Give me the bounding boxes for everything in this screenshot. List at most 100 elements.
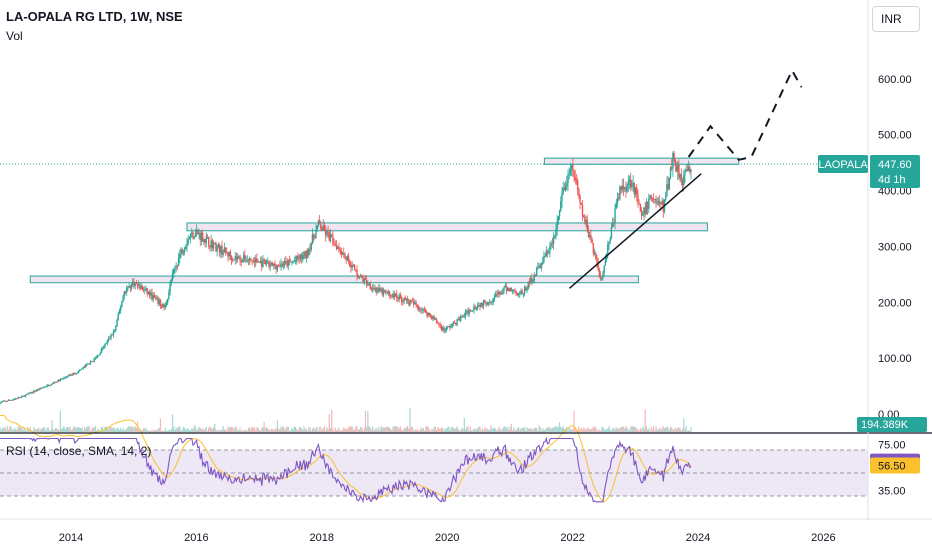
- volume-bar: [633, 426, 635, 432]
- volume-bar: [95, 430, 98, 432]
- volume-bar: [327, 429, 329, 432]
- volume-bar: [319, 426, 321, 432]
- volume-bar: [438, 428, 440, 432]
- zone-rect-1[interactable]: [29, 275, 639, 284]
- candle-body: [209, 245, 211, 248]
- candle-body: [529, 278, 532, 283]
- candle-body: [667, 184, 669, 190]
- candle-body: [34, 390, 36, 392]
- candle-body: [205, 236, 207, 243]
- volume-bar: [609, 429, 611, 432]
- volume-bar: [177, 426, 180, 432]
- drawings[interactable]: [0, 68, 868, 289]
- candle-body: [672, 153, 674, 169]
- candle-body: [420, 308, 422, 311]
- volume-bar: [413, 430, 415, 432]
- candle-body: [632, 182, 634, 185]
- volume-bar: [410, 426, 412, 432]
- volume-bar: [118, 429, 121, 432]
- volume-bar: [405, 427, 408, 432]
- volume-bar: [10, 426, 12, 432]
- volume-bar: [56, 428, 58, 432]
- volume-bar: [403, 428, 405, 432]
- volume-bar: [9, 426, 11, 432]
- candle-body: [628, 179, 631, 182]
- candle-body: [88, 363, 91, 365]
- volume-bar: [47, 427, 49, 432]
- volume-bar: [293, 426, 295, 432]
- zone-rect-3[interactable]: [543, 157, 740, 165]
- volume-bar: [562, 426, 564, 432]
- candle-body: [604, 259, 607, 266]
- candle-body: [146, 288, 148, 294]
- candle-body: [509, 288, 511, 292]
- volume-bar: [238, 430, 240, 432]
- volume-bar: [332, 428, 334, 432]
- volume-bar: [590, 429, 592, 432]
- currency-button[interactable]: INR: [872, 6, 920, 32]
- volume-bar: [259, 430, 262, 432]
- candle-body: [610, 226, 613, 239]
- candle-body: [405, 298, 408, 300]
- volume-bar: [329, 427, 332, 432]
- volume-bar: [124, 430, 127, 432]
- volume-bar: [245, 429, 247, 432]
- candle-body: [347, 256, 350, 261]
- volume-bar: [569, 429, 572, 432]
- candle-body: [438, 323, 440, 325]
- candle-body: [671, 167, 673, 169]
- volume-bar: [240, 430, 242, 432]
- candle-body: [197, 230, 199, 235]
- volume-bar: [331, 409, 333, 432]
- volume-bar: [296, 429, 298, 432]
- trendline[interactable]: [568, 173, 702, 289]
- candle-body: [151, 292, 153, 300]
- candle-body: [573, 170, 575, 178]
- projection-path[interactable]: [687, 68, 803, 161]
- zone-rect-2[interactable]: [186, 222, 708, 232]
- volume-bar: [218, 430, 221, 432]
- volume-bar: [684, 429, 686, 432]
- volume-bar: [497, 428, 499, 432]
- candle-body: [586, 219, 589, 232]
- candle-body: [572, 164, 574, 171]
- candle-body: [427, 312, 429, 316]
- volume-bar: [568, 427, 570, 432]
- candle-body: [188, 237, 191, 240]
- volume-bar: [69, 426, 71, 432]
- volume-bar: [60, 428, 63, 432]
- candle-body: [614, 208, 616, 223]
- candle-body: [185, 246, 187, 250]
- candle-body: [398, 295, 400, 300]
- volume-bar: [98, 429, 100, 432]
- volume-bar: [431, 428, 433, 432]
- time-tick-label: 2024: [686, 532, 710, 544]
- support-resistance-zones[interactable]: [29, 157, 740, 284]
- volume-bar: [48, 430, 51, 432]
- volume-bar: [173, 426, 175, 432]
- candle-body: [127, 286, 129, 289]
- volume-bar: [419, 430, 421, 432]
- candle-body: [159, 299, 162, 306]
- candle-body: [455, 323, 457, 325]
- candle-body: [12, 399, 15, 401]
- volume-bar: [42, 427, 45, 432]
- candle-body: [218, 244, 221, 253]
- candle-body: [557, 216, 560, 221]
- candle-body: [469, 310, 472, 311]
- candle-body: [447, 326, 450, 327]
- candle-body: [10, 399, 12, 401]
- candle-body: [639, 204, 642, 212]
- candle-body: [554, 235, 556, 238]
- candle-body: [660, 203, 662, 205]
- volume-bar: [152, 430, 154, 432]
- volume-bar: [556, 426, 558, 432]
- candle-body: [598, 269, 601, 276]
- volume-bar: [82, 430, 84, 432]
- volume-bar: [440, 427, 443, 432]
- volume-bar: [45, 430, 47, 432]
- candle-body: [7, 399, 10, 402]
- volume-bar: [470, 430, 473, 432]
- candle-body: [351, 264, 353, 268]
